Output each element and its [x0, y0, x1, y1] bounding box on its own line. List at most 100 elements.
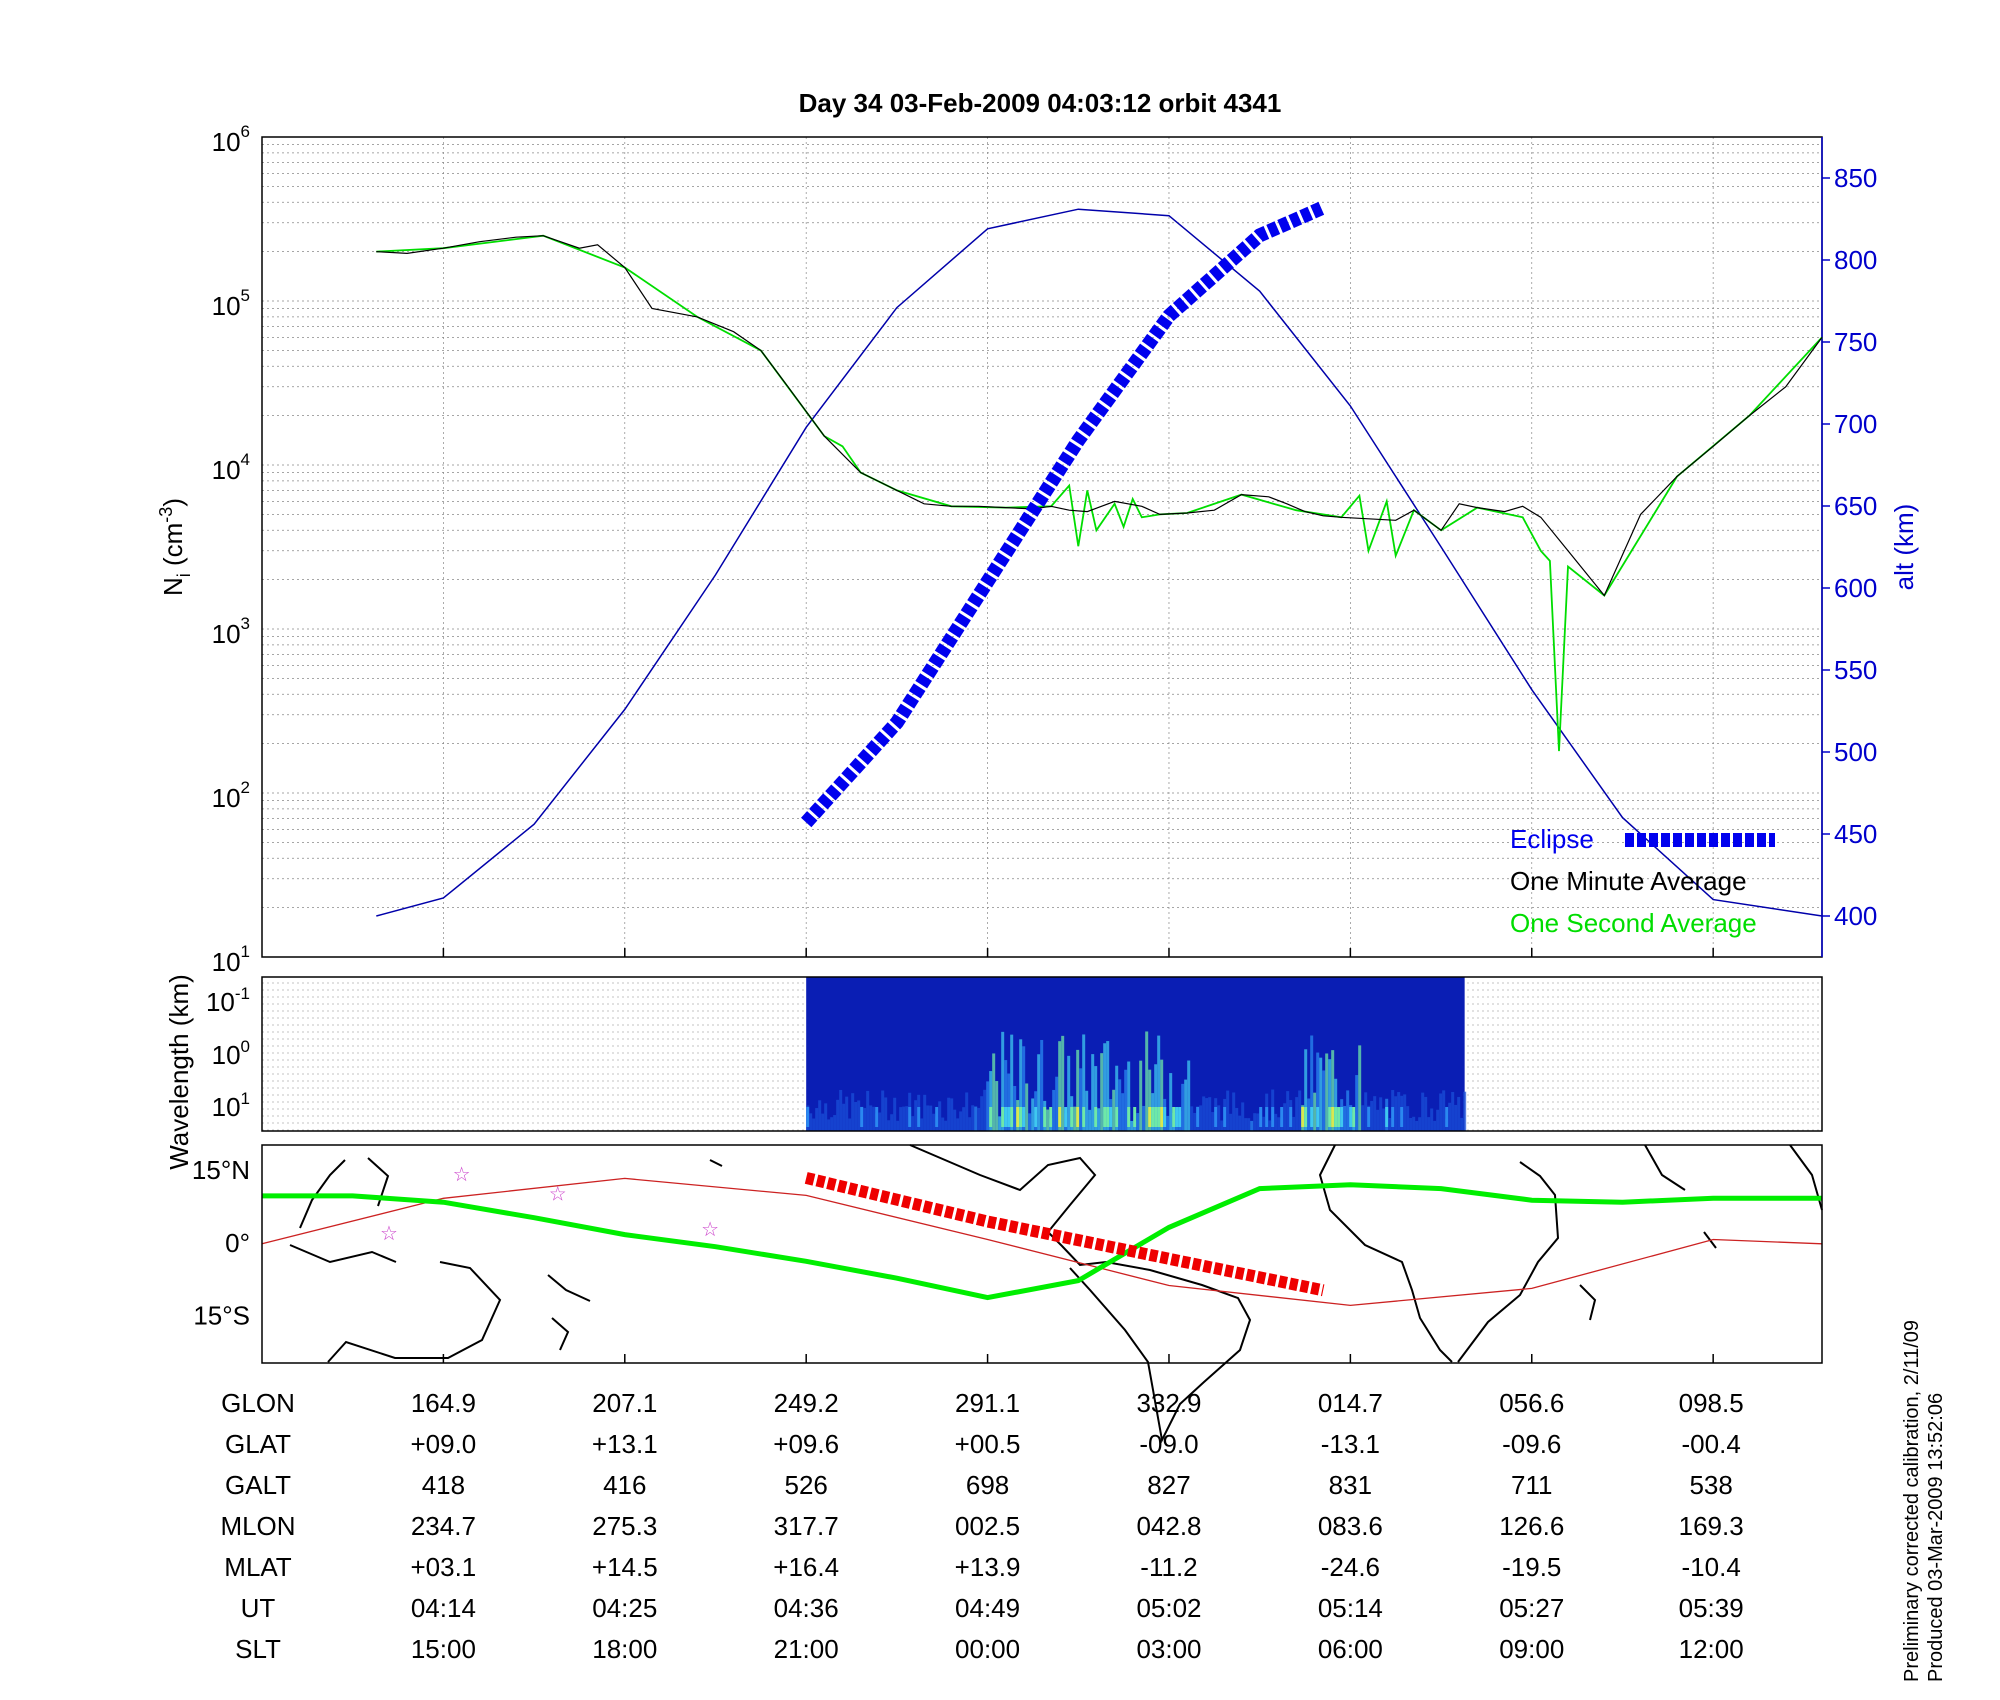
- tick-exp: 1: [241, 942, 250, 961]
- spectrogram-cell: [1100, 1053, 1104, 1131]
- spectrogram-cell: [1316, 1052, 1320, 1131]
- spectrogram-cell: [1046, 1109, 1050, 1131]
- map-panel: ☆ ☆ ☆ ☆ 15°N 0° 15°S: [192, 1144, 1823, 1444]
- altitude-tick-label: 850: [1834, 163, 1877, 193]
- spectrogram-cell: [1010, 1107, 1014, 1127]
- legend-minute-label: One Minute Average: [1510, 866, 1747, 896]
- spectrogram-cell: [950, 1098, 954, 1131]
- table-cell: 831: [1329, 1470, 1372, 1500]
- table-cell: 098.5: [1679, 1388, 1744, 1418]
- spectrogram-cell: [866, 1090, 870, 1131]
- table-cell: 234.7: [411, 1511, 476, 1541]
- table-cell: +14.5: [592, 1552, 658, 1582]
- spectrogram-cell: [1253, 1113, 1257, 1131]
- altitude-tick-label: 500: [1834, 737, 1877, 767]
- spectrogram-cell: [1430, 1108, 1434, 1131]
- spectrogram-cell: [842, 1103, 846, 1131]
- spectrogram-cell: [896, 1120, 900, 1131]
- table-cell: 002.5: [955, 1511, 1020, 1541]
- spectrogram-cell: [1463, 1091, 1467, 1131]
- spectrogram-cell: [1154, 1107, 1158, 1127]
- tick-exp: 0: [241, 1037, 250, 1056]
- spectrogram-cell: [1151, 1107, 1155, 1127]
- spectrogram-cell: [983, 1089, 987, 1131]
- spectrogram-cell: [1160, 1107, 1164, 1127]
- spectrogram-tick-label: 10-1: [206, 984, 250, 1017]
- spectrogram-cell: [1292, 1116, 1296, 1131]
- spectrogram-tick-label: 100: [212, 1037, 250, 1070]
- spectrogram-cell: [1202, 1096, 1206, 1131]
- spectrogram-cell: [1433, 1120, 1437, 1131]
- table-row-label: GLON: [221, 1388, 295, 1418]
- altitude-tick-label: 650: [1834, 491, 1877, 521]
- spectrogram-cell: [1349, 1107, 1353, 1127]
- spectrogram-cell: [1241, 1102, 1245, 1131]
- spectrogram-cell: [1130, 1120, 1134, 1131]
- spectrogram-cell: [1280, 1107, 1284, 1127]
- table-cell: +13.9: [955, 1552, 1021, 1582]
- tick-exp: 2: [241, 778, 250, 797]
- spectrogram-cell: [1199, 1105, 1203, 1131]
- map-lat-tick-label: 15°S: [193, 1301, 250, 1331]
- spectrogram-cell: [863, 1108, 867, 1131]
- density-tick-label: 101: [212, 942, 250, 977]
- one-minute-average-line: [376, 235, 1823, 597]
- spectrogram-cell: [1328, 1107, 1332, 1127]
- table-cell: -11.2: [1140, 1552, 1197, 1582]
- table-cell: 21:00: [774, 1634, 839, 1664]
- spectrogram-cell: [1109, 1107, 1113, 1127]
- spectrogram-cell: [926, 1105, 930, 1131]
- spectrogram-cell: [1205, 1098, 1209, 1131]
- spectrogram-cell: [1391, 1107, 1395, 1127]
- spectrogram-cell: [980, 1096, 984, 1131]
- tick-base: 10: [212, 1040, 241, 1070]
- table-cell: -13.1: [1321, 1429, 1380, 1459]
- spectrogram-cell: [830, 1117, 834, 1131]
- table-cell: 418: [422, 1470, 465, 1500]
- spectrogram-cell: [1271, 1107, 1275, 1127]
- spectrogram-cell: [959, 1111, 963, 1131]
- spectrogram-cell: [1406, 1106, 1410, 1131]
- table-cell: -09.6: [1502, 1429, 1561, 1459]
- spectrogram-cell: [1145, 1031, 1149, 1131]
- spectrogram-cell: [1097, 1108, 1101, 1131]
- altitude-tick-label: 400: [1834, 901, 1877, 931]
- spectrogram-cell: [890, 1114, 894, 1131]
- spectrogram-cell: [944, 1120, 948, 1131]
- spectrogram-cell: [1055, 1076, 1059, 1131]
- table-row-label: MLON: [220, 1511, 295, 1541]
- spectrogram-cell: [938, 1101, 942, 1131]
- table-cell: 04:36: [774, 1593, 839, 1623]
- spectrogram-cell: [1028, 1113, 1032, 1131]
- spectrogram-cell: [1277, 1117, 1281, 1131]
- table-cell: 169.3: [1679, 1511, 1744, 1541]
- spectrogram-cell: [1244, 1118, 1248, 1131]
- altitude-tick-label: 450: [1834, 819, 1877, 849]
- spectrogram-cell: [1232, 1092, 1236, 1131]
- table-cell: 416: [603, 1470, 646, 1500]
- spectrogram-cell: [1196, 1107, 1200, 1127]
- spectrogram-cell: [992, 1053, 996, 1131]
- spectrogram-cell: [908, 1107, 912, 1127]
- spectrogram-cell: [1220, 1120, 1224, 1131]
- table-cell: 05:39: [1679, 1593, 1744, 1623]
- table-row-label: GLAT: [225, 1429, 291, 1459]
- one-second-average-line: [376, 234, 1823, 752]
- legend-second-label: One Second Average: [1510, 908, 1757, 938]
- density-series: [376, 201, 1823, 917]
- spectrogram-cell: [1286, 1091, 1290, 1131]
- spectrogram-cell: [1364, 1092, 1368, 1131]
- spectrogram-cell: [1400, 1107, 1404, 1127]
- table-row-label: UT: [241, 1593, 276, 1623]
- spectrogram-cell: [839, 1089, 843, 1131]
- spectrogram-cell: [1334, 1078, 1338, 1131]
- table-cell: 317.7: [774, 1511, 839, 1541]
- spectrogram-cell: [1385, 1107, 1389, 1127]
- table-cell: +09.0: [410, 1429, 476, 1459]
- spectrogram-cell: [1295, 1097, 1299, 1131]
- spectrogram-cell: [941, 1117, 945, 1131]
- spectrogram-cell: [1304, 1107, 1308, 1127]
- footnote-line1: Preliminary corrected calibration, 2/11/…: [1901, 1320, 1923, 1682]
- spectrogram-cell: [1418, 1117, 1422, 1131]
- spectrogram-cell: [1082, 1034, 1086, 1131]
